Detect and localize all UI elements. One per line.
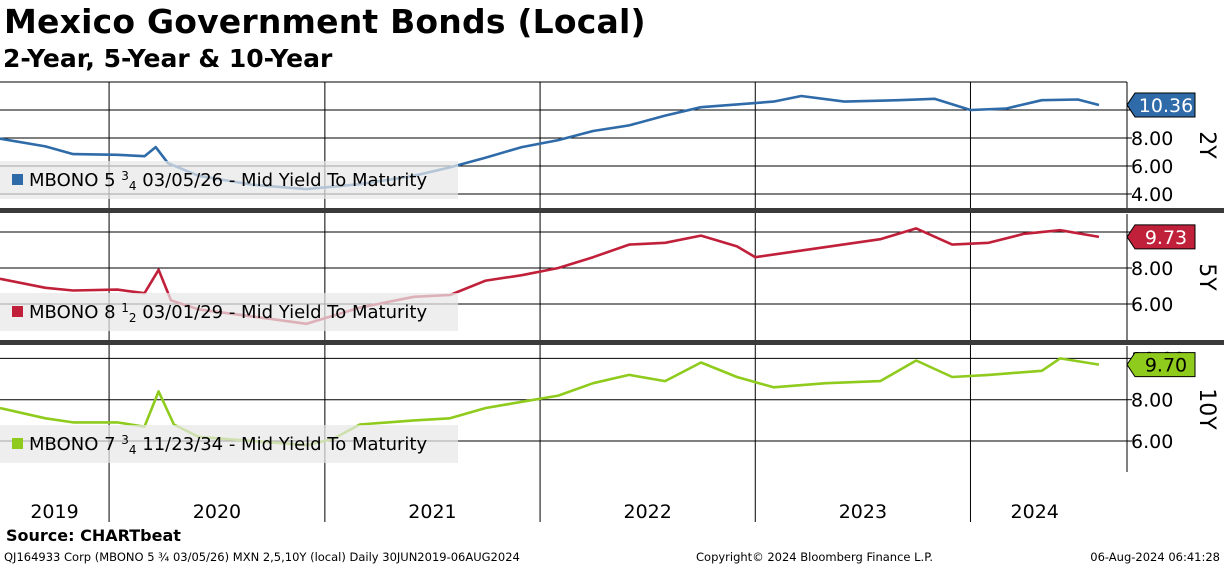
legend-box: [0, 161, 458, 199]
last-value-tag: [1126, 224, 1196, 250]
last-value-label: 10.36: [1139, 95, 1193, 117]
legend-text: MBONO 8: [29, 302, 121, 323]
y-tick-label: 4.00: [1131, 184, 1173, 206]
x-tick-label: 2020: [193, 501, 241, 523]
legend-label: MBONO 5 34 03/05/26 - Mid Yield To Matur…: [29, 169, 427, 193]
chart-title: Mexico Government Bonds (Local): [4, 2, 646, 41]
footer-ticker: QJ164933 Corp (MBONO 5 ¾ 03/05/26) MXN 2…: [4, 550, 520, 564]
legend-swatch: [12, 438, 23, 449]
panel-label: 2Y: [1194, 131, 1219, 159]
legend-fraction-num: 1: [121, 301, 129, 315]
last-value-tag: [1126, 92, 1196, 118]
panel-label: 10Y: [1194, 388, 1219, 430]
legend-fraction-den: 4: [129, 443, 137, 457]
last-value-tag: [1126, 352, 1196, 378]
y-tick-label: 8.00: [1131, 128, 1173, 150]
legend-fraction-den: 4: [129, 179, 137, 193]
legend-fraction-num: 3: [121, 433, 129, 447]
panel-separator: [0, 208, 1224, 213]
legend-swatch: [12, 306, 23, 317]
last-value-label: 9.73: [1145, 227, 1187, 249]
footer-timestamp: 06-Aug-2024 06:41:28: [1090, 550, 1220, 564]
legend-text: MBONO 7: [29, 434, 121, 455]
y-tick-label: 6.00: [1131, 156, 1173, 178]
panel-separator: [0, 340, 1224, 345]
chart-subtitle: 2-Year, 5-Year & 10-Year: [3, 44, 333, 73]
source-label: Source: CHARTbeat: [6, 526, 181, 545]
y-tick-label: 6.00: [1131, 431, 1173, 453]
panel-label: 5Y: [1194, 263, 1219, 291]
series-line: [0, 94, 1100, 191]
x-tick-label: 2022: [623, 501, 671, 523]
series-line: [0, 357, 1100, 447]
legend-label: MBONO 8 12 03/01/29 - Mid Yield To Matur…: [29, 301, 427, 325]
footer-copyright: Copyright© 2024 Bloomberg Finance L.P.: [696, 550, 933, 564]
x-tick-label: 2023: [839, 501, 887, 523]
x-tick-label: 2019: [30, 501, 78, 523]
last-value-label: 9.70: [1145, 355, 1187, 377]
y-tick-label: 8.00: [1131, 390, 1173, 412]
y-tick-label: 6.00: [1131, 294, 1173, 316]
legend-text: 03/05/26 - Mid Yield To Maturity: [137, 170, 428, 191]
x-tick-label: 2024: [1011, 501, 1059, 523]
legend-label: MBONO 7 34 11/23/34 - Mid Yield To Matur…: [29, 433, 427, 457]
x-tick-label: 2021: [408, 501, 456, 523]
legend-text: 03/01/29 - Mid Yield To Maturity: [137, 302, 428, 323]
legend-box: [0, 425, 458, 463]
legend-fraction-num: 3: [121, 169, 129, 183]
legend-text: 11/23/34 - Mid Yield To Maturity: [137, 434, 428, 455]
legend-swatch: [12, 174, 23, 185]
legend-box: [0, 293, 458, 331]
legend-text: MBONO 5: [29, 170, 121, 191]
legend-fraction-den: 2: [129, 311, 137, 325]
series-line: [0, 227, 1100, 326]
y-tick-label: 8.00: [1131, 258, 1173, 280]
